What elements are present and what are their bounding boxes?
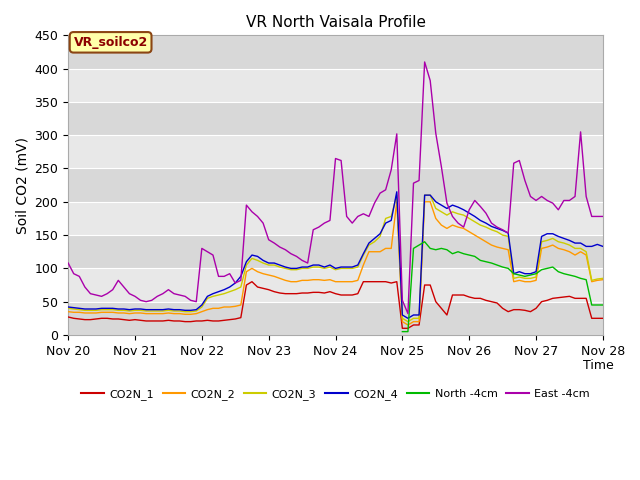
CO2N_4: [332, 265, 339, 271]
CO2N_4: [393, 189, 401, 195]
CO2N_4: [81, 306, 89, 312]
Line: East -4cm: East -4cm: [68, 62, 603, 313]
East -4cm: [371, 200, 378, 206]
CO2N_3: [204, 296, 211, 301]
Line: CO2N_2: CO2N_2: [68, 202, 603, 325]
East -4cm: [64, 260, 72, 266]
CO2N_1: [488, 299, 495, 304]
Y-axis label: Soil CO2 (mV): Soil CO2 (mV): [15, 137, 29, 234]
CO2N_2: [204, 307, 211, 312]
East -4cm: [404, 311, 412, 316]
Title: VR North Vaisala Profile: VR North Vaisala Profile: [246, 15, 426, 30]
CO2N_4: [488, 224, 495, 229]
CO2N_3: [393, 192, 401, 198]
Legend: CO2N_1, CO2N_2, CO2N_3, CO2N_4, North -4cm, East -4cm: CO2N_1, CO2N_2, CO2N_3, CO2N_4, North -4…: [77, 384, 594, 404]
CO2N_1: [599, 315, 607, 321]
East -4cm: [332, 156, 339, 161]
CO2N_4: [404, 315, 412, 321]
East -4cm: [204, 249, 211, 254]
Line: CO2N_1: CO2N_1: [68, 282, 603, 328]
CO2N_3: [103, 307, 111, 312]
Line: CO2N_3: CO2N_3: [68, 195, 603, 322]
X-axis label: Time: Time: [583, 359, 614, 372]
CO2N_1: [103, 315, 111, 321]
Text: VR_soilco2: VR_soilco2: [74, 36, 148, 49]
Bar: [68, 36, 603, 69]
CO2N_1: [399, 325, 406, 331]
CO2N_2: [81, 310, 89, 316]
CO2N_1: [376, 279, 384, 285]
CO2N_1: [204, 317, 211, 323]
CO2N_1: [337, 292, 345, 298]
Line: North -4cm: North -4cm: [403, 242, 603, 332]
North -4cm: [599, 302, 607, 308]
CO2N_2: [371, 249, 378, 254]
East -4cm: [81, 284, 89, 290]
Line: CO2N_4: CO2N_4: [68, 192, 603, 318]
CO2N_2: [488, 242, 495, 248]
CO2N_3: [332, 267, 339, 273]
East -4cm: [420, 59, 428, 65]
CO2N_3: [81, 307, 89, 313]
CO2N_3: [404, 319, 412, 324]
Bar: [68, 102, 603, 135]
CO2N_3: [599, 276, 607, 281]
East -4cm: [599, 214, 607, 219]
Bar: [68, 235, 603, 268]
CO2N_3: [371, 239, 378, 245]
CO2N_1: [64, 314, 72, 320]
CO2N_2: [64, 309, 72, 314]
East -4cm: [103, 291, 111, 297]
East -4cm: [488, 220, 495, 226]
Bar: [68, 301, 603, 335]
CO2N_2: [332, 279, 339, 285]
CO2N_4: [204, 293, 211, 299]
CO2N_4: [103, 305, 111, 311]
CO2N_2: [599, 277, 607, 283]
Bar: [68, 168, 603, 202]
CO2N_2: [404, 322, 412, 328]
CO2N_1: [248, 279, 256, 285]
CO2N_4: [371, 236, 378, 241]
CO2N_2: [393, 199, 401, 204]
CO2N_3: [64, 305, 72, 311]
CO2N_3: [488, 227, 495, 233]
North -4cm: [477, 257, 484, 263]
CO2N_1: [81, 317, 89, 323]
CO2N_4: [599, 243, 607, 249]
CO2N_2: [103, 310, 111, 315]
CO2N_4: [64, 304, 72, 310]
